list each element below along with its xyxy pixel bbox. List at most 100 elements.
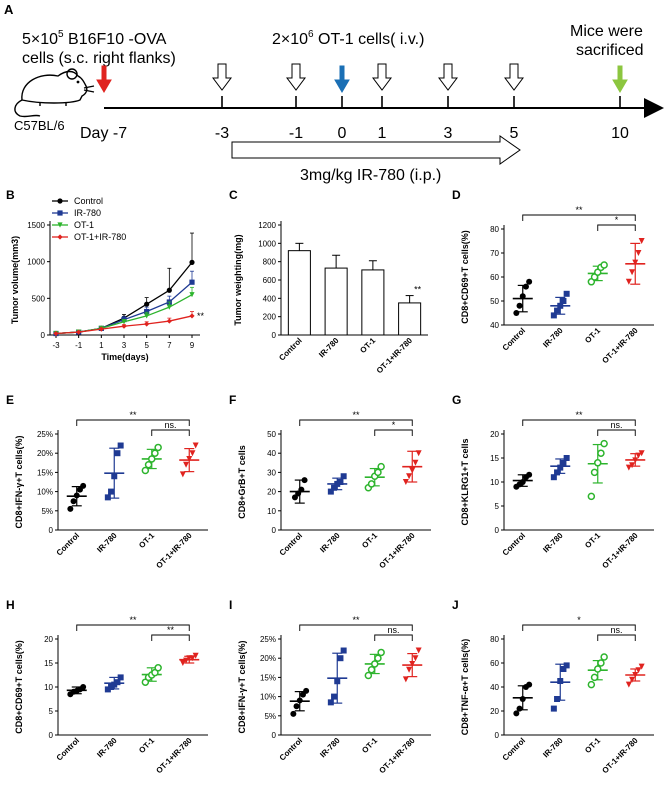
y-tick-label: 200 <box>263 313 277 322</box>
significance-label: ns. <box>610 625 622 635</box>
data-point <box>367 665 376 674</box>
x-tick-label: IR-780 <box>541 326 565 350</box>
y-axis-label: CD8+CD69+T cells(%) <box>14 640 24 734</box>
data-point <box>600 439 608 448</box>
significance-label: ** <box>129 410 137 420</box>
y-tick-label: 20 <box>490 430 499 439</box>
data-point <box>412 459 419 466</box>
data-point <box>560 666 567 672</box>
x-tick-label: OT-1+IR-780 <box>377 736 417 776</box>
data-point <box>590 673 599 682</box>
data-point <box>73 492 80 499</box>
y-tick-label: 15% <box>260 673 276 682</box>
data-point <box>594 459 602 467</box>
data-point <box>635 250 642 256</box>
y-tick-label: 60 <box>490 273 499 282</box>
significance-bracket <box>151 634 190 641</box>
data-point <box>144 460 153 469</box>
data-point <box>597 449 605 457</box>
x-tick-label: 5 <box>144 341 149 350</box>
data-point <box>516 705 523 712</box>
data-point <box>519 293 526 300</box>
data-point <box>625 278 632 285</box>
significance-bracket <box>522 419 636 426</box>
data-point <box>367 480 376 488</box>
panel-a-timeline: A 5×105 B16F10 -OVA cells (s.c. right fl… <box>4 2 664 184</box>
data-point <box>189 279 195 285</box>
y-axis-label: Tumor volume(mm3) <box>10 236 20 324</box>
green-arrow-icon <box>612 65 628 93</box>
data-point <box>638 450 645 457</box>
x-tick-label: OT-1 <box>583 531 602 550</box>
timeline-label: 0 <box>338 125 347 142</box>
timeline-label: -3 <box>215 125 229 142</box>
injection-arrow-icon <box>286 63 306 91</box>
data-point <box>117 674 124 681</box>
data-point <box>334 678 341 685</box>
y-tick-label: 20% <box>260 654 276 663</box>
data-point <box>364 671 373 680</box>
y-tick-label: 800 <box>263 258 277 267</box>
data-point <box>293 703 300 710</box>
panel-b-tumor-volume-chart: B 0 500 1000 1500 -3 -1 1 3 5 7 9 Time(days) Tumor vo… <box>6 188 205 362</box>
data-point <box>121 323 127 329</box>
y-tick-label: 5 <box>49 707 54 716</box>
significance-label: ** <box>352 615 360 625</box>
data-point <box>402 676 409 683</box>
data-point <box>513 310 520 316</box>
legend-label: IR-780 <box>74 208 101 218</box>
data-point <box>141 466 150 475</box>
legend-label: OT-1+IR-780 <box>74 232 126 242</box>
data-point <box>409 467 416 474</box>
timeline-label: 10 <box>611 125 629 142</box>
x-tick-label: IR-780 <box>95 531 119 555</box>
x-tick-label: OT-1 <box>583 326 602 345</box>
significance-label: ** <box>197 311 205 321</box>
data-point <box>179 471 186 478</box>
panel-letter: G <box>452 393 461 407</box>
y-tick-label: 15% <box>37 468 53 477</box>
data-point <box>189 655 196 662</box>
y-tick-label: 5% <box>264 712 276 721</box>
data-point <box>550 312 557 319</box>
data-point <box>374 654 382 662</box>
significance-bracket <box>374 634 413 641</box>
sacrifice-text-1: Mice were <box>570 23 643 40</box>
data-point <box>337 479 344 485</box>
data-point <box>104 494 111 501</box>
data-point <box>298 486 305 493</box>
data-point <box>563 455 570 461</box>
significance-bracket <box>597 634 636 641</box>
panel-letter: I <box>229 598 232 612</box>
y-tick-label: 20 <box>44 635 53 644</box>
x-tick-label: IR-780 <box>95 736 119 760</box>
data-point <box>563 290 570 297</box>
panel-c-tumor-weight-chart: C 0 200 400 600 800 1000 1200 Control IR-780 OT-1O… <box>229 188 428 375</box>
y-tick-label: 0 <box>495 526 500 535</box>
significance-bracket <box>522 214 636 221</box>
data-point <box>377 648 385 657</box>
legend-label: Control <box>74 196 103 206</box>
x-tick-label: OT-1+IR-780 <box>154 736 194 776</box>
x-tick-label: IR-780 <box>318 736 342 760</box>
mouse-strain-label: C57BL/6 <box>14 118 65 133</box>
y-tick-label: 25% <box>260 635 276 644</box>
panel-e-ifng-chart: E 0 5% 10% 15% 20% 25% Control IR-780 OT-1OT-1+IR… <box>6 393 208 570</box>
panel-letter: H <box>6 598 15 612</box>
data-point <box>144 308 150 315</box>
data-point <box>590 468 599 477</box>
transfer-text: 2×106 OT-1 cells( i.v.) <box>272 29 424 48</box>
data-point <box>117 442 124 449</box>
data-point <box>148 455 156 463</box>
x-tick-label: OT-1 <box>137 531 156 550</box>
timeline-label: -1 <box>289 125 303 142</box>
significance-label: ** <box>575 205 583 215</box>
x-tick-label: OT-1+IR-780 <box>377 531 417 571</box>
bar <box>398 302 422 336</box>
treatment-label: 3mg/kg IR-780 (i.p.) <box>300 167 441 184</box>
data-point <box>519 696 526 702</box>
data-point <box>519 479 526 485</box>
panel-letter: B <box>6 188 15 202</box>
data-point <box>550 474 557 481</box>
data-point <box>377 462 385 471</box>
